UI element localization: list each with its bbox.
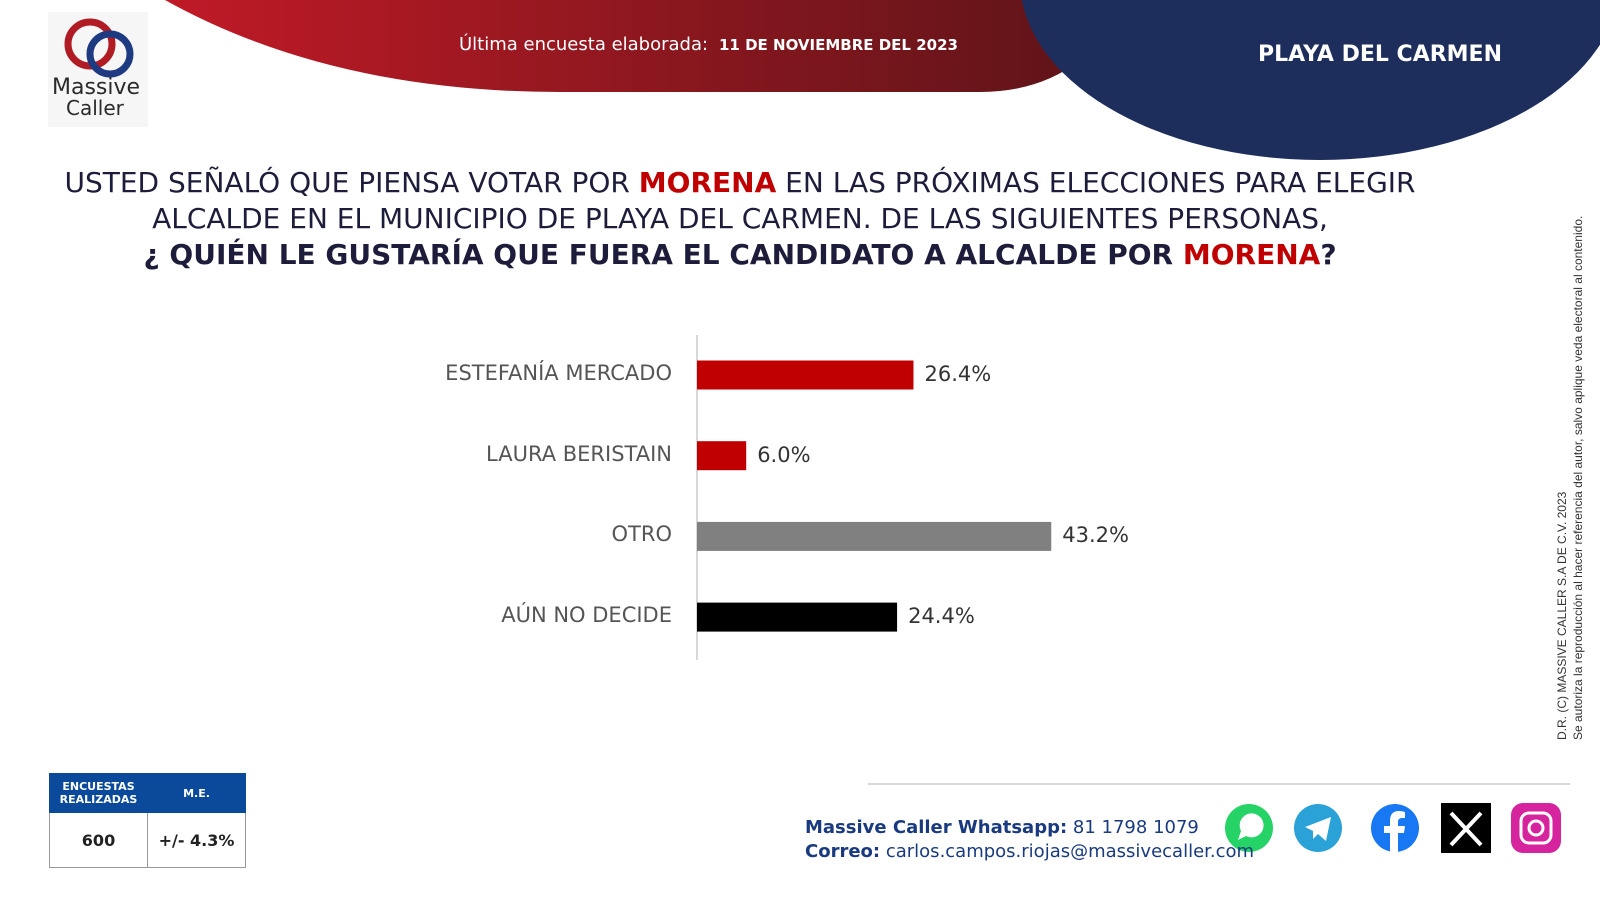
- social-icons: [1225, 803, 1561, 853]
- table-header: ENCUESTAS REALIZADAS M.E.: [49, 773, 246, 813]
- table-header-cell: M.E.: [147, 773, 246, 813]
- question-line: ¿ QUIÉN LE GUSTARÍA QUE FUERA EL CANDIDA…: [0, 238, 1480, 271]
- question-text: ¿ QUIÉN LE GUSTARÍA QUE FUERA EL CANDIDA…: [143, 238, 1174, 271]
- survey-date: 11 DE NOVIEMBRE DEL 2023: [719, 36, 958, 54]
- category-label: OTRO: [611, 522, 672, 547]
- question-line: USTED SEÑALÓ QUE PIENSA VOTAR POR MORENA…: [0, 166, 1480, 199]
- contact-line: Massive Caller Whatsapp: 81 1798 1079: [805, 817, 1199, 838]
- party-name: MORENA: [1182, 238, 1321, 271]
- survey-label: Última encuesta elaborada:: [459, 34, 709, 55]
- location: PLAYA DEL CARMEN: [1258, 42, 1502, 67]
- value-label: 26.4%: [924, 362, 992, 386]
- bar: [697, 360, 914, 390]
- contact-label: Massive Caller Whatsapp:: [805, 817, 1068, 838]
- sample-table: ENCUESTAS REALIZADAS M.E. 600 +/- 4.3%: [49, 773, 246, 868]
- table-cell: +/- 4.3%: [147, 812, 246, 868]
- copyright: Se autoriza la reproducción al hacer ref…: [1571, 215, 1585, 740]
- facebook-glyph: [1384, 811, 1405, 852]
- logo-text: Caller: [66, 96, 124, 120]
- bar: [697, 441, 747, 471]
- x-glyph: [1449, 811, 1483, 847]
- table-header-cell: ENCUESTAS REALIZADAS: [49, 773, 148, 813]
- bar: [697, 521, 1052, 551]
- whatsapp-glyph: [1238, 813, 1264, 840]
- header-circle: [1021, 0, 1600, 160]
- contact-value: 81 1798 1079: [1072, 817, 1199, 838]
- question-text: ?: [1320, 238, 1337, 271]
- question-text: EN LAS PRÓXIMAS ELECCIONES PARA ELEGIR: [785, 166, 1416, 199]
- question-text: USTED SEÑALÓ QUE PIENSA VOTAR POR: [64, 166, 630, 199]
- logo-ring: [86, 30, 134, 78]
- logo-text: Massive: [52, 75, 141, 100]
- contact-value: carlos.campos.riojas@massivecaller.com: [885, 841, 1255, 862]
- value-label: 24.4%: [908, 604, 975, 629]
- copyright: D.R. (C) MASSIVE CALLER S.A DE C.V. 2023: [1555, 491, 1569, 740]
- party-name: MORENA: [638, 166, 777, 199]
- value-label: 6.0%: [757, 442, 811, 467]
- header-band: [165, 0, 1130, 92]
- instagram-glyph: [1519, 811, 1553, 845]
- instagram-icon: [1511, 803, 1561, 853]
- table-cell: 600: [49, 812, 148, 868]
- category-label: ESTEFANÍA MERCADO: [445, 361, 672, 385]
- table-row: 600 +/- 4.3%: [49, 812, 246, 868]
- category-label: AÚN NO DECIDE: [501, 603, 672, 628]
- bars: [697, 360, 1052, 632]
- contact-line: Correo: carlos.campos.riojas@massivecall…: [805, 841, 1254, 862]
- contact-label: Correo:: [805, 841, 881, 862]
- instagram-glyph: [1527, 819, 1545, 837]
- telegram-glyph: [1305, 817, 1331, 841]
- question-line: ALCALDE EN EL MUNICIPIO DE PLAYA DEL CAR…: [152, 202, 1328, 235]
- category-label: LAURA BERISTAIN: [486, 441, 672, 466]
- bar: [697, 602, 898, 632]
- value-label: 43.2%: [1062, 523, 1129, 548]
